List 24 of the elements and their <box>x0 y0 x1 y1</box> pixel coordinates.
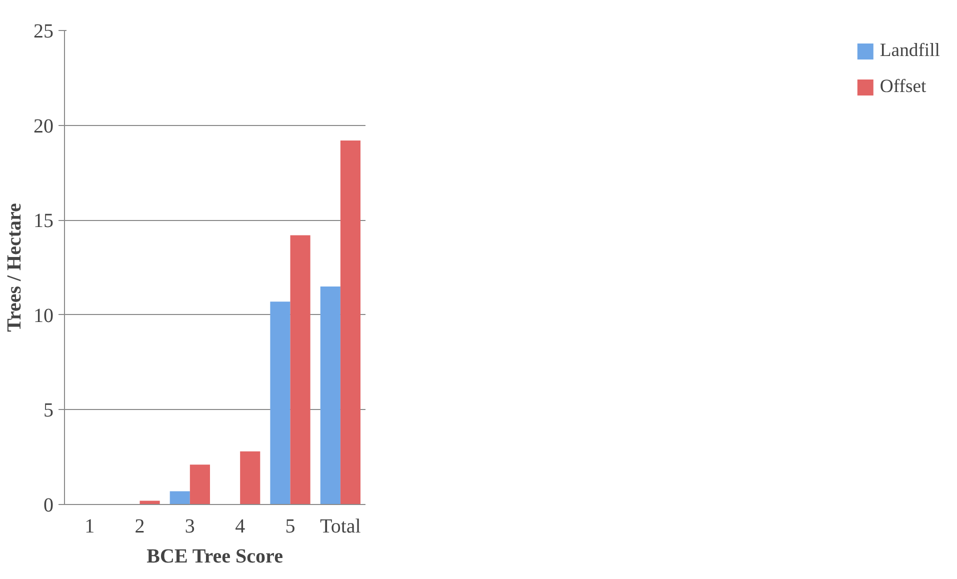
x-tick-label: 3 <box>184 516 195 538</box>
bar <box>340 140 360 504</box>
legend-label: Offset <box>880 76 926 98</box>
y-tick-label: 5 <box>44 400 54 422</box>
y-tick-label: 0 <box>44 494 54 516</box>
bar <box>190 464 210 504</box>
x-tick-label: 5 <box>285 516 296 538</box>
y-axis-title: Trees / Hectare <box>4 202 26 332</box>
x-tick-label: Total <box>320 516 362 538</box>
legend-label: Landfill <box>880 40 940 62</box>
x-tick-label: 1 <box>84 516 95 538</box>
bar <box>320 286 340 504</box>
x-tick-label: 2 <box>134 516 145 538</box>
y-tick-label: 10 <box>34 304 54 327</box>
x-axis-title: BCE Tree Score <box>146 546 284 568</box>
bar <box>140 500 160 504</box>
x-tick-label: 4 <box>235 516 246 538</box>
y-tick-label: 20 <box>34 115 54 138</box>
bar <box>290 235 310 504</box>
y-tick-label: 25 <box>34 20 54 42</box>
y-tick-label: 15 <box>34 210 54 232</box>
bar <box>270 302 290 504</box>
bar <box>240 451 260 504</box>
bar <box>170 491 190 504</box>
